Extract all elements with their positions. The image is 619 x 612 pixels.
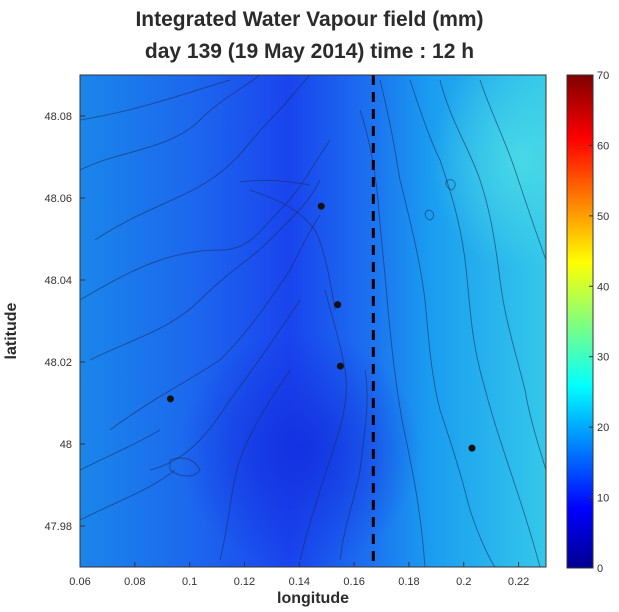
- station-marker: [334, 301, 342, 309]
- colorbar-tick-label: 50: [597, 211, 609, 223]
- colorbar-tick-label: 10: [597, 493, 609, 505]
- colorbar-tick-label: 70: [597, 70, 609, 82]
- y-tick-label: 48.06: [44, 193, 72, 205]
- plot-frame: [79, 74, 547, 568]
- x-tick-label: 0.14: [289, 576, 310, 588]
- y-tick-label: 48: [60, 439, 72, 451]
- x-tick-label: 0.08: [124, 576, 145, 588]
- colorbar-tick-label: 40: [597, 281, 609, 293]
- x-tick-label: 0.16: [343, 576, 364, 588]
- colorbar: [566, 74, 594, 569]
- x-axis-label: longitude: [277, 590, 349, 607]
- x-tick-label: 0.2: [456, 576, 471, 588]
- y-axis-label: latitude: [3, 302, 20, 360]
- y-tick-label: 48.02: [44, 357, 72, 369]
- x-tick-label: 0.22: [508, 576, 529, 588]
- x-tick-label: 0.18: [398, 576, 419, 588]
- colorbar-tick-label: 30: [597, 352, 609, 364]
- chart-title: Integrated Water Vapour field (mm): [135, 8, 484, 31]
- colorbar-tick-label: 0: [597, 563, 603, 575]
- y-tick-label: 48.08: [44, 111, 72, 123]
- y-tick-label: 47.98: [44, 521, 72, 533]
- x-axis: 0.06 0.08 0.1 0.12 0.14 0.16 0.18 0.2 0.22: [69, 562, 529, 588]
- station-marker: [468, 444, 476, 452]
- station-marker: [166, 395, 174, 403]
- colorbar-axis: 0 10 20 30 40 50 60 70: [589, 70, 609, 575]
- colorbar-tick-label: 60: [597, 140, 609, 152]
- station-marker: [336, 362, 344, 370]
- stations-layer: [166, 202, 476, 452]
- y-tick-label: 48.04: [44, 275, 72, 287]
- x-tick-label: 0.12: [234, 576, 255, 588]
- colorbar-tick-label: 20: [597, 422, 609, 434]
- contour-lines: [80, 75, 546, 567]
- station-marker: [317, 202, 325, 210]
- x-tick-label: 0.06: [69, 576, 90, 588]
- iwv-field: [80, 75, 546, 567]
- y-axis: 47.98 48 48.02 48.04 48.06 48.08: [44, 111, 85, 533]
- x-tick-label: 0.1: [182, 576, 197, 588]
- chart-subtitle: day 139 (19 May 2014) time : 12 h: [144, 40, 475, 63]
